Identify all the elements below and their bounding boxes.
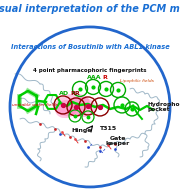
Ellipse shape bbox=[68, 97, 96, 117]
Text: Gate
keeper: Gate keeper bbox=[106, 136, 130, 146]
Text: R: R bbox=[102, 75, 107, 81]
Text: Lipophilic fields: Lipophilic fields bbox=[120, 79, 154, 83]
Text: AD: AD bbox=[59, 91, 69, 96]
Text: Hinge: Hinge bbox=[72, 129, 92, 133]
Text: AAA: AAA bbox=[87, 75, 102, 81]
Text: 3D visual interpretation of the PCM models: 3D visual interpretation of the PCM mode… bbox=[0, 5, 180, 14]
Text: RR: RR bbox=[70, 91, 80, 96]
Ellipse shape bbox=[55, 100, 77, 118]
Text: T315: T315 bbox=[99, 126, 117, 132]
Text: Interactions of Bosutinib with ABL1 kinase: Interactions of Bosutinib with ABL1 kina… bbox=[11, 44, 169, 50]
Ellipse shape bbox=[54, 94, 90, 116]
Text: 4 point pharmacophoric fingerprints: 4 point pharmacophoric fingerprints bbox=[33, 68, 147, 74]
Text: Hydrophobic
pocket: Hydrophobic pocket bbox=[148, 101, 180, 112]
Text: unstable water fields: unstable water fields bbox=[12, 103, 58, 107]
